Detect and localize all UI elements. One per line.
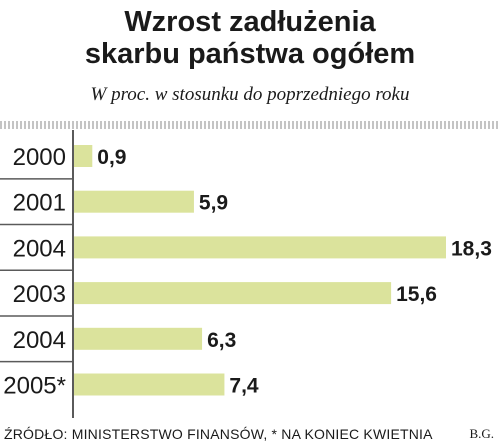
category-label: 2004 [13,327,66,354]
category-label: 2005* [3,373,66,400]
category-label: 2001 [13,190,66,217]
source-note: ŹRÓDŁO: MINISTERSTWO FINANSÓW, * NA KONI… [4,426,433,442]
hatched-divider [0,121,500,129]
chart-subtitle: W proc. w stosunku do poprzedniego roku [90,84,410,105]
category-label: 2004 [13,235,66,262]
value-label: 18,3 [451,237,492,260]
author-credit: B.G. [469,426,494,441]
title-line-1: Wzrost zadłużenia [124,6,376,38]
bar-chart: 2000 0,9 2001 5,9 2004 18,3 2003 15,6 2004 6,3 200… [0,130,492,418]
bar [74,190,194,213]
bar [74,236,446,259]
bar [74,145,93,167]
bar [74,327,203,350]
value-label: 5,9 [199,192,228,215]
category-label: 2000 [13,144,66,171]
bar [74,373,225,396]
title-line-2: skarbu państwa ogółem [84,38,416,70]
chart-title: Wzrost zadłużenia skarbu państwa ogółem [0,6,500,70]
value-label: 0,9 [97,146,126,169]
bar [74,282,392,305]
value-label: 7,4 [229,375,259,398]
value-label: 6,3 [207,329,236,352]
category-label: 2003 [13,281,66,308]
value-label: 15,6 [396,283,437,306]
